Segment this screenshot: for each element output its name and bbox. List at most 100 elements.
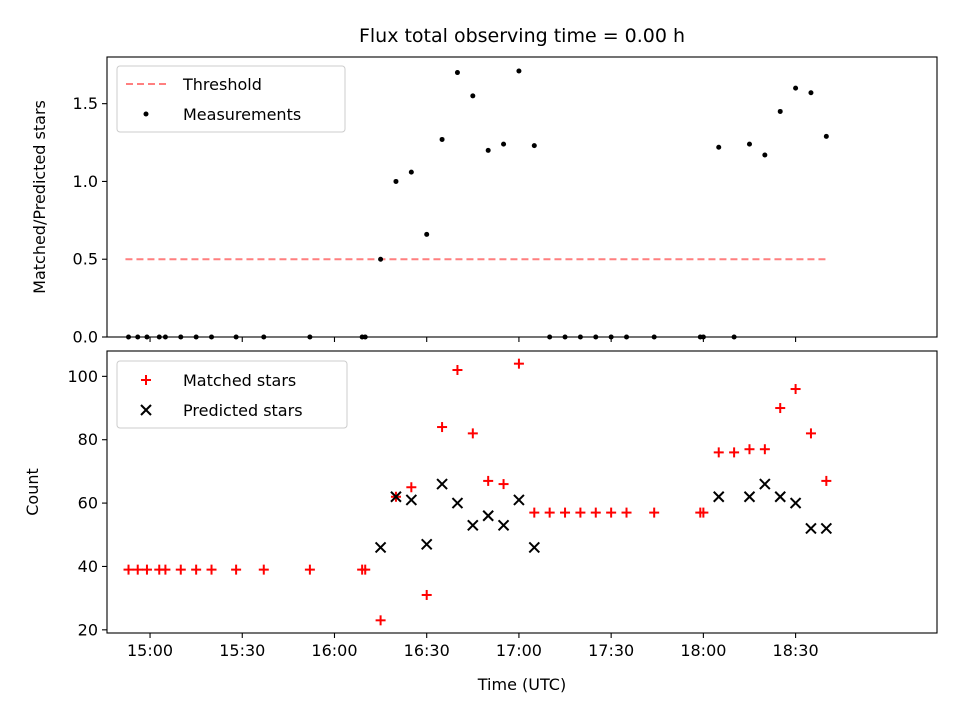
- x-tick-label: 16:00: [311, 641, 357, 660]
- matched-stars-point: [175, 564, 186, 575]
- predicted-stars-point: [759, 478, 771, 490]
- matched-stars-point: [360, 564, 371, 575]
- matched-stars-point: [621, 507, 632, 518]
- legend-matched-label: Matched stars: [183, 371, 296, 390]
- matched-stars-point: [544, 507, 555, 518]
- predicted-stars-point: [805, 522, 817, 535]
- matched-stars-point: [406, 482, 417, 493]
- measurement-point: [762, 152, 768, 158]
- matched-stars-point: [821, 475, 832, 486]
- predicted-stars-point: [482, 510, 494, 522]
- y-tick-label: 1.5: [73, 94, 98, 113]
- bottom-x-axis-title: Time (UTC): [477, 675, 566, 694]
- predicted-stars-point: [713, 491, 725, 503]
- top-y-axis-title: Matched/Predicted stars: [30, 100, 49, 294]
- matched-stars-point: [123, 564, 134, 575]
- measurement-point: [501, 141, 507, 147]
- matched-stars-point: [206, 564, 217, 575]
- bottom-axes-frame: [106, 350, 938, 634]
- x-tick-label: 15:30: [219, 641, 265, 660]
- predicted-stars-point: [451, 497, 464, 509]
- matched-stars-point: [483, 475, 494, 486]
- x-tick-label: 18:00: [680, 641, 726, 660]
- bottom-marks: [123, 358, 833, 626]
- predicted-stars-point: [789, 497, 802, 509]
- bottom-legend: Matched stars Predicted stars: [116, 360, 348, 429]
- matched-stars-point: [649, 507, 660, 518]
- legend-measurements-label: Measurements: [183, 105, 301, 124]
- predicted-stars-point: [405, 494, 418, 506]
- measurement-point: [424, 231, 430, 237]
- measurement-point: [516, 68, 522, 74]
- matched-stars-point: [191, 564, 202, 575]
- matched-stars-point: [759, 444, 770, 455]
- x-tick-label: 18:30: [773, 641, 819, 660]
- measurement-point: [823, 133, 829, 139]
- y-tick-label: 100: [67, 367, 98, 386]
- measurement-point: [485, 147, 491, 153]
- matched-stars-point: [575, 507, 586, 518]
- matched-stars-point: [513, 358, 524, 369]
- matched-stars-point: [231, 564, 242, 575]
- legend-threshold-label: Threshold: [182, 75, 262, 94]
- top-x-ticks: [149, 337, 797, 342]
- measurement-point: [793, 85, 799, 91]
- matched-stars-point: [606, 507, 617, 518]
- matched-stars-point: [744, 444, 755, 455]
- predicted-stars-point: [743, 491, 756, 503]
- measurement-point: [531, 143, 537, 149]
- y-tick-label: 80: [78, 430, 98, 449]
- measurement-point: [777, 108, 783, 114]
- y-tick-label: 0.5: [73, 250, 98, 269]
- y-tick-label: 20: [78, 620, 98, 639]
- matched-stars-point: [375, 615, 386, 626]
- matched-stars-point: [713, 447, 724, 458]
- matched-stars-point: [790, 384, 801, 395]
- y-tick-label: 1.0: [73, 172, 98, 191]
- x-tick-label: 17:30: [588, 641, 634, 660]
- legend-predicted-label: Predicted stars: [183, 401, 303, 420]
- top-axes-frame: [106, 56, 938, 338]
- measurement-point: [408, 169, 414, 175]
- measurement-point: [716, 144, 722, 150]
- matched-stars-point: [141, 564, 152, 575]
- measurement-point: [808, 90, 814, 96]
- measurement-point: [439, 136, 445, 142]
- matched-stars-point: [452, 365, 463, 376]
- predicted-stars-point: [390, 491, 402, 503]
- predicted-stars-point: [774, 491, 786, 503]
- matched-stars-point: [590, 507, 601, 518]
- x-tick-label: 15:00: [127, 641, 173, 660]
- predicted-stars-point: [467, 519, 479, 531]
- matched-stars-point: [467, 428, 478, 439]
- measurement-point: [746, 141, 752, 147]
- matched-stars-point: [132, 564, 143, 575]
- bottom-y-axis-title: Count: [23, 468, 42, 516]
- matched-stars-point: [421, 589, 432, 600]
- legend-predicted-marker: [140, 404, 152, 416]
- measurement-point: [393, 178, 399, 184]
- predicted-stars-point: [528, 541, 541, 554]
- bottom-panel: 20 40 60 80 100 15:00 15:30 16:00 16:30 17:00 17:…: [23, 350, 938, 694]
- measurement-point: [378, 256, 384, 262]
- bottom-x-ticks: 15:00 15:30 16:00 16:30 17:00 17:30 18:00 18:30: [127, 633, 819, 660]
- matched-stars-point: [498, 479, 509, 490]
- matched-stars-point: [729, 447, 740, 458]
- predicted-stars-point: [374, 541, 387, 554]
- matched-stars-point: [304, 564, 315, 575]
- matched-stars-point: [160, 564, 171, 575]
- legend-measurements-marker: [143, 111, 149, 117]
- predicted-stars-point: [820, 522, 833, 535]
- top-y-ticks: 0.0 0.5 1.0 1.5: [73, 94, 107, 347]
- predicted-stars-point: [420, 538, 433, 550]
- top-panel: 0.0 0.5 1.0 1.5 Matched/Predicted stars Thr…: [30, 56, 938, 347]
- x-tick-label: 16:30: [404, 641, 450, 660]
- top-legend-box: [116, 65, 346, 133]
- predicted-stars-point: [436, 478, 448, 490]
- top-legend: Threshold Measurements: [116, 65, 346, 133]
- bottom-y-ticks: 20 40 60 80 100: [67, 367, 107, 639]
- y-tick-label: 40: [78, 557, 98, 576]
- x-tick-label: 17:00: [496, 641, 542, 660]
- y-tick-label: 0.0: [73, 328, 98, 347]
